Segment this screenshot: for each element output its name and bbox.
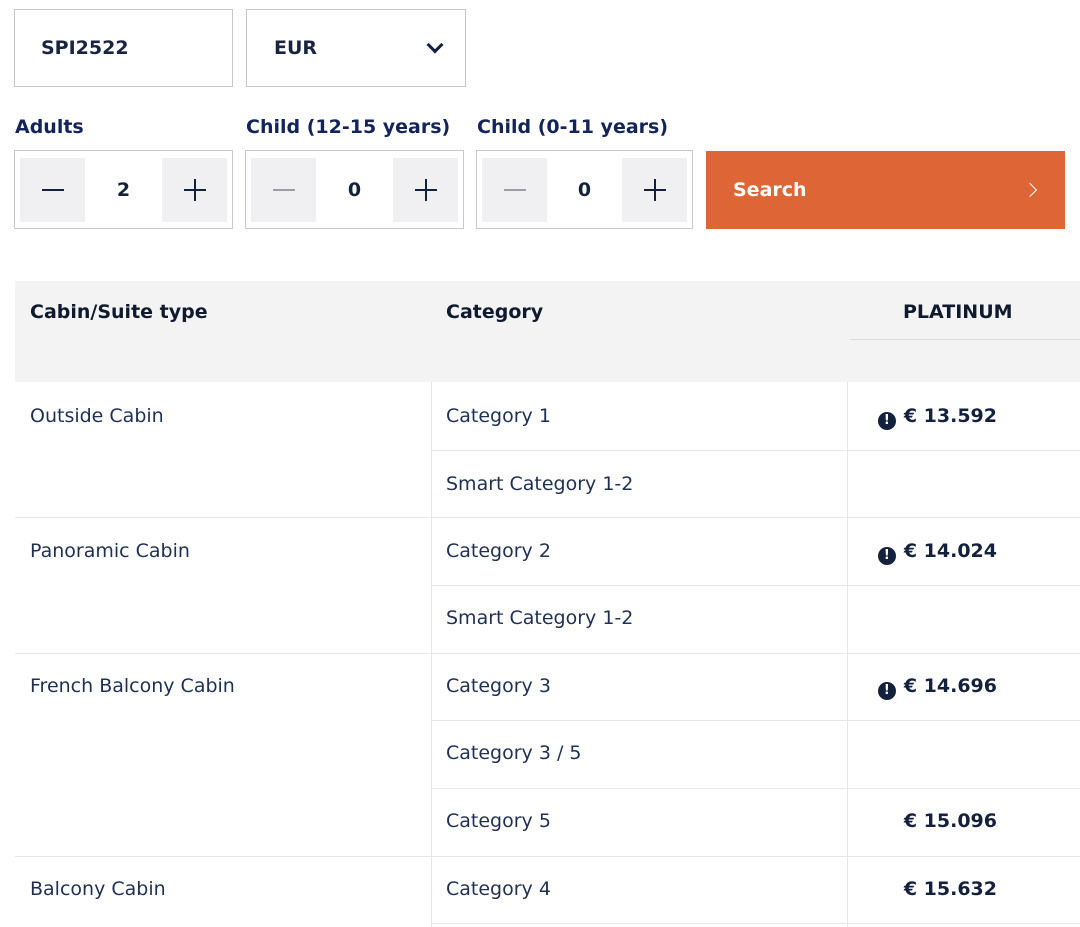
adults-label: Adults xyxy=(15,116,84,138)
chevron-down-icon xyxy=(426,36,444,54)
pricing-table: Cabin/Suite type Category PLATINUM Outsi… xyxy=(15,281,1080,927)
price-cell[interactable]: ! € 13.592 xyxy=(847,405,997,430)
search-button-label: Search xyxy=(733,179,807,201)
cabin-type-cell: Balcony Cabin xyxy=(30,878,166,900)
category-cell: Category 3 / 5 xyxy=(446,742,582,764)
price-cell[interactable]: ! € 14.696 xyxy=(847,675,997,700)
header-category: Category xyxy=(446,301,544,323)
child-young-decrement-button[interactable] xyxy=(482,158,547,222)
price-cell[interactable]: € 15.096 xyxy=(903,810,997,832)
cruise-code-input[interactable]: SPI2522 xyxy=(14,9,233,87)
minus-icon xyxy=(272,189,295,191)
header-cabin-type: Cabin/Suite type xyxy=(30,301,208,323)
alert-circle-icon[interactable]: ! xyxy=(877,682,896,700)
child-teen-label: Child (12-15 years) xyxy=(246,116,451,138)
chevron-right-icon xyxy=(1022,182,1038,198)
child-young-label: Child (0-11 years) xyxy=(477,116,669,138)
currency-value: EUR xyxy=(274,37,318,59)
child-young-increment-button[interactable] xyxy=(622,158,687,222)
cabin-type-cell: Panoramic Cabin xyxy=(30,540,190,562)
cruise-code-value: SPI2522 xyxy=(41,37,129,59)
alert-circle-icon[interactable]: ! xyxy=(877,412,896,430)
minus-icon xyxy=(503,189,526,191)
category-cell: Category 3 xyxy=(446,675,551,697)
category-cell: Category 1 xyxy=(446,405,551,427)
adults-increment-button[interactable] xyxy=(162,158,227,222)
alert-circle-icon[interactable]: ! xyxy=(877,547,896,565)
child-young-stepper: 0 xyxy=(476,150,693,229)
price-cell[interactable]: € 15.632 xyxy=(903,878,997,900)
category-cell: Category 5 xyxy=(446,810,551,832)
child-teen-decrement-button[interactable] xyxy=(251,158,316,222)
cabin-type-cell: Outside Cabin xyxy=(30,405,164,427)
header-platinum: PLATINUM xyxy=(903,301,1013,323)
child-young-count: 0 xyxy=(577,178,592,201)
table-header: Cabin/Suite type Category PLATINUM xyxy=(15,281,1080,382)
search-button[interactable]: Search xyxy=(706,151,1065,229)
currency-select[interactable]: EUR xyxy=(246,9,466,87)
child-teen-increment-button[interactable] xyxy=(393,158,458,222)
category-cell: Category 4 xyxy=(446,878,551,900)
adults-stepper: 2 xyxy=(14,150,233,229)
category-cell: Smart Category 1-2 xyxy=(446,607,634,629)
child-teen-count: 0 xyxy=(347,178,362,201)
category-cell: Smart Category 1-2 xyxy=(446,473,634,495)
adults-decrement-button[interactable] xyxy=(20,158,85,222)
minus-icon xyxy=(41,189,64,191)
child-teen-stepper: 0 xyxy=(245,150,464,229)
cabin-type-cell: French Balcony Cabin xyxy=(30,675,235,697)
price-cell[interactable]: ! € 14.024 xyxy=(847,540,997,565)
adults-count: 2 xyxy=(116,178,131,201)
category-cell: Category 2 xyxy=(446,540,551,562)
